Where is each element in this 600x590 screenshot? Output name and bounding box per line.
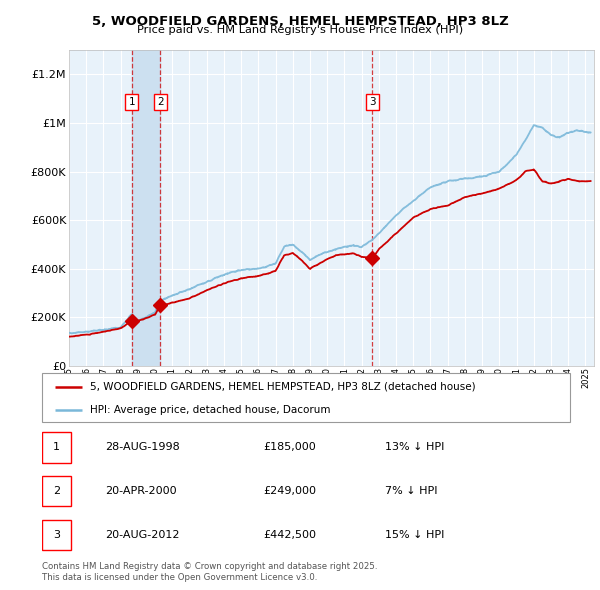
Text: 1: 1 <box>53 442 60 453</box>
Text: 15% ↓ HPI: 15% ↓ HPI <box>385 530 445 540</box>
Text: 13% ↓ HPI: 13% ↓ HPI <box>385 442 445 453</box>
FancyBboxPatch shape <box>42 432 71 463</box>
Text: Price paid vs. HM Land Registry's House Price Index (HPI): Price paid vs. HM Land Registry's House … <box>137 25 463 35</box>
Text: 3: 3 <box>369 97 376 107</box>
Text: 1: 1 <box>128 97 135 107</box>
Text: Contains HM Land Registry data © Crown copyright and database right 2025.
This d: Contains HM Land Registry data © Crown c… <box>42 562 377 582</box>
Text: HPI: Average price, detached house, Dacorum: HPI: Average price, detached house, Daco… <box>89 405 330 415</box>
Text: £185,000: £185,000 <box>264 442 317 453</box>
Text: 3: 3 <box>53 530 60 540</box>
Text: 5, WOODFIELD GARDENS, HEMEL HEMPSTEAD, HP3 8LZ (detached house): 5, WOODFIELD GARDENS, HEMEL HEMPSTEAD, H… <box>89 382 475 392</box>
Text: 2: 2 <box>53 486 60 496</box>
Text: £249,000: £249,000 <box>264 486 317 496</box>
Text: 5, WOODFIELD GARDENS, HEMEL HEMPSTEAD, HP3 8LZ: 5, WOODFIELD GARDENS, HEMEL HEMPSTEAD, H… <box>92 15 508 28</box>
Text: 20-APR-2000: 20-APR-2000 <box>106 486 177 496</box>
FancyBboxPatch shape <box>42 476 71 506</box>
Text: 2: 2 <box>157 97 164 107</box>
Text: 28-AUG-1998: 28-AUG-1998 <box>106 442 180 453</box>
Text: £442,500: £442,500 <box>264 530 317 540</box>
Text: 20-AUG-2012: 20-AUG-2012 <box>106 530 180 540</box>
FancyBboxPatch shape <box>42 520 71 550</box>
Bar <box>132 50 160 366</box>
Text: 7% ↓ HPI: 7% ↓ HPI <box>385 486 438 496</box>
